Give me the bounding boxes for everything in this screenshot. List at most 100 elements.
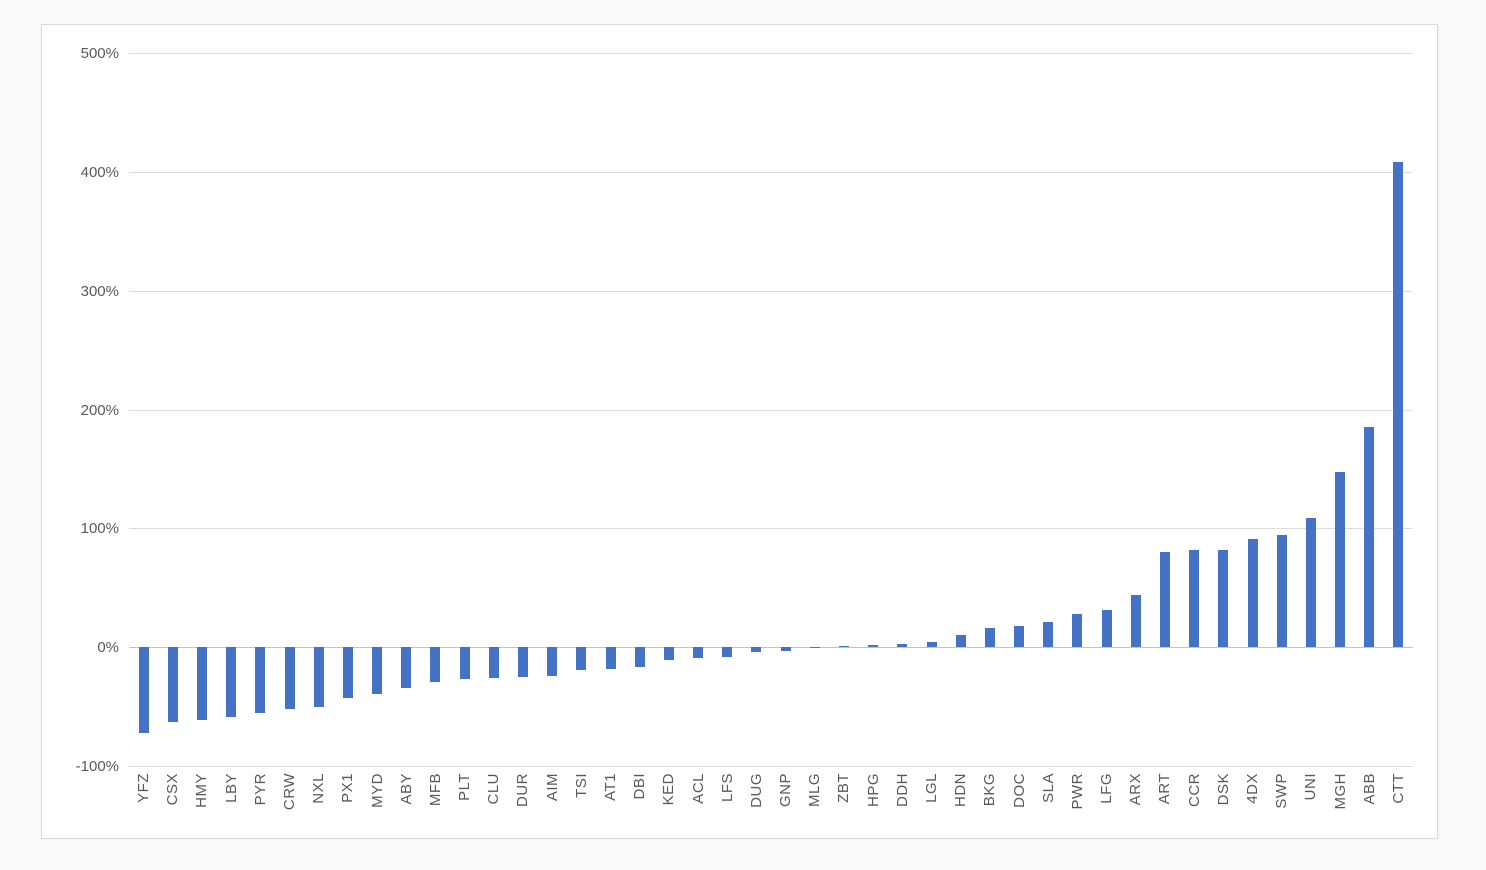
gridline bbox=[129, 528, 1413, 530]
y-axis-tick-label: 500% bbox=[80, 45, 119, 62]
x-axis-tick-label: SLA bbox=[1034, 773, 1063, 837]
category-label-text: BKG bbox=[981, 773, 999, 807]
category-label-text: ACL bbox=[689, 773, 707, 804]
y-axis-tick-label: 100% bbox=[80, 520, 119, 538]
category-label-text: LGL bbox=[922, 773, 940, 803]
bar-mfb bbox=[430, 647, 441, 682]
bar-hpg bbox=[868, 644, 879, 648]
category-label-text: LFG bbox=[1098, 773, 1116, 804]
bar-yfz bbox=[138, 647, 149, 733]
x-axis-tick-label: CTT bbox=[1384, 773, 1413, 837]
category-label-text: DDH bbox=[893, 773, 911, 807]
bar-aby bbox=[401, 647, 412, 688]
category-label-text: AIM bbox=[543, 773, 561, 802]
category-label-text: CRW bbox=[280, 773, 298, 811]
y-axis-tick-label: 300% bbox=[80, 282, 119, 300]
bar-ctt bbox=[1393, 162, 1404, 648]
x-axis-tick-label: PYR bbox=[246, 773, 275, 837]
category-label-text: ART bbox=[1156, 773, 1174, 805]
x-axis-tick-label: HPG bbox=[859, 773, 888, 837]
gridline bbox=[129, 290, 1413, 292]
bar-gnp bbox=[780, 647, 791, 651]
bar-sla bbox=[1043, 622, 1054, 648]
y-axis-tick-label: -100% bbox=[75, 758, 119, 775]
x-axis-tick-label: LBY bbox=[217, 773, 246, 837]
category-label-text: PX1 bbox=[339, 773, 357, 803]
category-label-text: DUR bbox=[514, 773, 532, 807]
bar-lfs bbox=[722, 647, 733, 657]
bar-zbt bbox=[838, 645, 849, 648]
x-axis-tick-label: MGH bbox=[1325, 773, 1354, 837]
plot-area: 500% 400% 300% 200% 100% 0% -100% YFZ CSX HMY LBY P… bbox=[42, 25, 1437, 838]
category-label-text: AT1 bbox=[601, 773, 619, 801]
bar-mgh bbox=[1335, 472, 1346, 648]
category-label-text: CSX bbox=[164, 773, 182, 806]
gridline bbox=[129, 409, 1413, 411]
x-axis-tick-label: ABB bbox=[1355, 773, 1384, 837]
x-axis-tick-label: MLG bbox=[800, 773, 829, 837]
bar-myd bbox=[372, 647, 383, 694]
category-label-text: UNI bbox=[1302, 773, 1320, 801]
x-axis-tick-label: MFB bbox=[421, 773, 450, 837]
bar-4dx bbox=[1247, 539, 1258, 648]
bar-lfg bbox=[1101, 610, 1112, 648]
bar-ddh bbox=[897, 643, 908, 648]
category-label-text: SLA bbox=[1039, 773, 1057, 803]
x-axis-tick-label: DUG bbox=[742, 773, 771, 837]
x-axis-tick-label: LFG bbox=[1092, 773, 1121, 837]
category-label-text: TSI bbox=[572, 773, 590, 798]
bar-dur bbox=[517, 647, 528, 677]
category-label-text: ZBT bbox=[835, 773, 853, 803]
bar-swp bbox=[1276, 535, 1287, 648]
x-axis-tick-label: PX1 bbox=[333, 773, 362, 837]
category-label-text: GNP bbox=[777, 773, 795, 808]
bar-aim bbox=[547, 647, 558, 676]
category-label-text: ARX bbox=[1127, 773, 1145, 806]
x-axis-tick-label: ART bbox=[1150, 773, 1179, 837]
category-label-text: HMY bbox=[193, 773, 211, 808]
x-axis-tick-label: TSI bbox=[567, 773, 596, 837]
category-label-text: DSK bbox=[1214, 773, 1232, 806]
x-axis-tick-label: ZBT bbox=[829, 773, 858, 837]
bar-plt bbox=[459, 647, 470, 680]
x-axis-tick-label: DSK bbox=[1209, 773, 1238, 837]
bar-hdn bbox=[955, 635, 966, 648]
x-axis-tick-label: KED bbox=[654, 773, 683, 837]
x-axis-tick-label: GNP bbox=[771, 773, 800, 837]
category-label-text: MLG bbox=[806, 773, 824, 808]
x-axis-tick-label: LGL bbox=[917, 773, 946, 837]
bar-acl bbox=[693, 647, 704, 658]
category-label-text: CCR bbox=[1185, 773, 1203, 807]
bar-ccr bbox=[1189, 549, 1200, 648]
category-label-text: LFS bbox=[718, 773, 736, 803]
bar-crw bbox=[284, 647, 295, 709]
bar-mlg bbox=[809, 647, 820, 649]
gridline bbox=[129, 766, 1413, 767]
bar-doc bbox=[1014, 625, 1025, 648]
bar-dbi bbox=[634, 647, 645, 668]
x-axis-tick-label: AT1 bbox=[596, 773, 625, 837]
bar-dug bbox=[751, 647, 762, 652]
x-axis-tick-label: ACL bbox=[683, 773, 712, 837]
bar-lgl bbox=[926, 642, 937, 648]
x-axis-tick-label: DUR bbox=[508, 773, 537, 837]
category-label-text: PLT bbox=[456, 773, 474, 801]
category-label-text: HDN bbox=[952, 773, 970, 807]
category-label-text: DOC bbox=[1010, 773, 1028, 808]
bar-at1 bbox=[605, 647, 616, 669]
bar-art bbox=[1159, 552, 1170, 648]
bar-uni bbox=[1305, 517, 1316, 648]
x-axis-tick-label: HDN bbox=[946, 773, 975, 837]
category-label-text: ABY bbox=[397, 773, 415, 805]
category-label-text: MFB bbox=[426, 773, 444, 807]
x-axis-tick-label: HMY bbox=[187, 773, 216, 837]
y-axis-tick-label: 200% bbox=[80, 401, 119, 419]
y-axis-tick-label: 0% bbox=[97, 639, 119, 657]
bar-tsi bbox=[576, 647, 587, 670]
category-label-text: CLU bbox=[485, 773, 503, 805]
x-axis-tick-label: DDH bbox=[888, 773, 917, 837]
bar-hmy bbox=[196, 647, 207, 720]
bar-lby bbox=[226, 647, 237, 718]
bar-ked bbox=[663, 647, 674, 661]
category-label-text: KED bbox=[660, 773, 678, 806]
